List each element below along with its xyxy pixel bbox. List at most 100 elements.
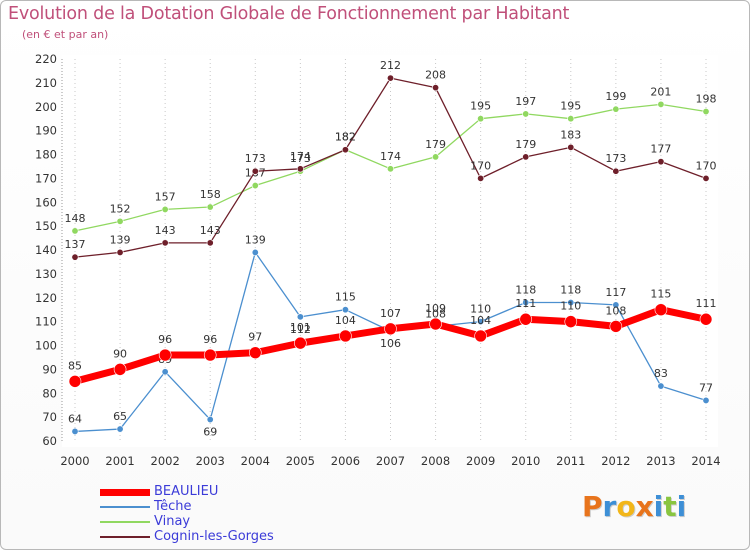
- data-label-vinay: 199: [605, 90, 626, 103]
- data-point-vinay: [522, 110, 530, 118]
- data-label-t-che: 118: [515, 284, 536, 297]
- y-tick-label: 90: [42, 362, 57, 376]
- y-tick-label: 70: [42, 410, 57, 424]
- data-point-beaulieu: [158, 348, 172, 362]
- data-point-t-che: [657, 382, 665, 390]
- data-label-t-che: 139: [245, 233, 266, 246]
- data-label-vinay: 173: [290, 152, 311, 165]
- data-label-cognin-les-gorges: 143: [200, 224, 221, 237]
- legend-label-t-che: Têche: [154, 499, 192, 514]
- x-tick-label: 2002: [151, 454, 180, 468]
- data-point-cognin-les-gorges: [386, 74, 394, 82]
- legend-swatch-cognin-les-gorges: [100, 536, 150, 538]
- proxiti-logo: Proxiti: [582, 490, 686, 523]
- data-label-cognin-les-gorges: 170: [696, 159, 717, 172]
- y-tick-label: 100: [35, 339, 57, 353]
- data-point-beaulieu: [609, 320, 623, 333]
- data-point-vinay: [251, 182, 259, 190]
- data-label-vinay: 195: [470, 100, 491, 113]
- data-point-cognin-les-gorges: [702, 174, 710, 182]
- logo-letter: i: [676, 490, 687, 523]
- data-point-vinay: [612, 105, 620, 113]
- data-label-cognin-les-gorges: 173: [605, 152, 626, 165]
- data-label-cognin-les-gorges: 139: [110, 233, 131, 246]
- data-point-vinay: [161, 205, 169, 213]
- x-tick-label: 2004: [241, 454, 270, 468]
- legend-label-beaulieu: BEAULIEU: [154, 484, 219, 499]
- data-label-t-che: 77: [699, 381, 713, 394]
- chart-title: Evolution de la Dotation Globale de Fonc…: [8, 4, 570, 24]
- data-point-beaulieu: [248, 346, 262, 359]
- data-point-cognin-les-gorges: [567, 143, 575, 151]
- x-tick-label: 2007: [376, 454, 405, 468]
- x-tick-label: 2008: [421, 454, 450, 468]
- data-label-t-che: 106: [380, 337, 401, 350]
- data-point-vinay: [477, 115, 485, 123]
- data-label-beaulieu: 104: [335, 314, 356, 327]
- data-label-beaulieu: 101: [290, 321, 311, 334]
- data-label-beaulieu: 85: [68, 359, 82, 372]
- data-point-t-che: [116, 425, 124, 433]
- data-label-vinay: 148: [65, 212, 86, 225]
- data-label-vinay: 158: [200, 188, 221, 201]
- data-label-vinay: 197: [515, 95, 536, 108]
- data-label-vinay: 198: [696, 93, 717, 106]
- x-tick-label: 2012: [601, 454, 630, 468]
- data-label-vinay: 157: [155, 190, 176, 203]
- logo-letter: o: [616, 490, 636, 523]
- data-label-cognin-les-gorges: 182: [335, 131, 356, 144]
- data-point-cognin-les-gorges: [206, 239, 214, 247]
- data-point-vinay: [386, 165, 394, 173]
- y-tick-label: 170: [35, 171, 57, 185]
- y-tick-label: 210: [35, 76, 57, 90]
- y-tick-label: 180: [35, 148, 57, 162]
- y-tick-label: 120: [35, 291, 57, 305]
- data-label-t-che: 115: [335, 291, 356, 304]
- logo-letter: i: [653, 490, 664, 523]
- data-label-beaulieu: 96: [158, 333, 172, 346]
- data-point-beaulieu: [564, 315, 578, 328]
- data-label-beaulieu: 115: [650, 288, 671, 301]
- x-tick-label: 2010: [511, 454, 540, 468]
- data-point-cognin-les-gorges: [477, 174, 485, 182]
- data-point-cognin-les-gorges: [71, 253, 79, 261]
- data-point-t-che: [251, 248, 259, 256]
- data-label-cognin-les-gorges: 208: [425, 69, 446, 82]
- data-label-t-che: 112: [290, 323, 311, 336]
- data-label-vinay: 179: [425, 138, 446, 151]
- x-tick-label: 2009: [466, 454, 495, 468]
- data-label-beaulieu: 110: [560, 300, 581, 313]
- data-point-beaulieu: [699, 312, 713, 326]
- x-tick-label: 2003: [196, 454, 225, 468]
- y-tick-label: 160: [35, 195, 57, 209]
- data-point-vinay: [116, 217, 124, 225]
- legend-swatch-beaulieu: [100, 488, 150, 496]
- data-label-beaulieu: 109: [425, 302, 446, 315]
- data-point-t-che: [477, 318, 485, 326]
- x-tick-label: 2006: [331, 454, 360, 468]
- data-point-vinay: [432, 153, 440, 161]
- data-label-cognin-les-gorges: 183: [560, 128, 581, 141]
- y-tick-label: 150: [35, 219, 57, 233]
- x-tick-label: 2014: [691, 454, 720, 468]
- data-point-t-che: [341, 306, 349, 314]
- logo-letter: x: [635, 490, 654, 523]
- data-label-t-che: 64: [68, 412, 82, 425]
- data-label-cognin-les-gorges: 170: [470, 159, 491, 172]
- data-label-cognin-les-gorges: 137: [65, 238, 86, 251]
- data-point-cognin-les-gorges: [432, 84, 440, 92]
- chart-subtitle: (en € et par an): [22, 28, 109, 41]
- x-tick-label: 2000: [60, 454, 89, 468]
- legend-swatch-vinay: [100, 521, 150, 523]
- x-tick-label: 2011: [556, 454, 585, 468]
- data-point-vinay: [206, 203, 214, 211]
- data-label-beaulieu: 107: [380, 307, 401, 320]
- data-point-beaulieu: [339, 329, 352, 343]
- data-point-beaulieu: [474, 329, 487, 343]
- x-tick-label: 2013: [646, 454, 675, 468]
- data-point-vinay: [657, 100, 665, 108]
- data-point-t-che: [612, 301, 620, 309]
- legend-label-cognin-les-gorges: Cognin-les-Gorges: [154, 529, 274, 544]
- data-label-beaulieu: 97: [248, 331, 262, 344]
- data-label-beaulieu: 104: [470, 314, 491, 327]
